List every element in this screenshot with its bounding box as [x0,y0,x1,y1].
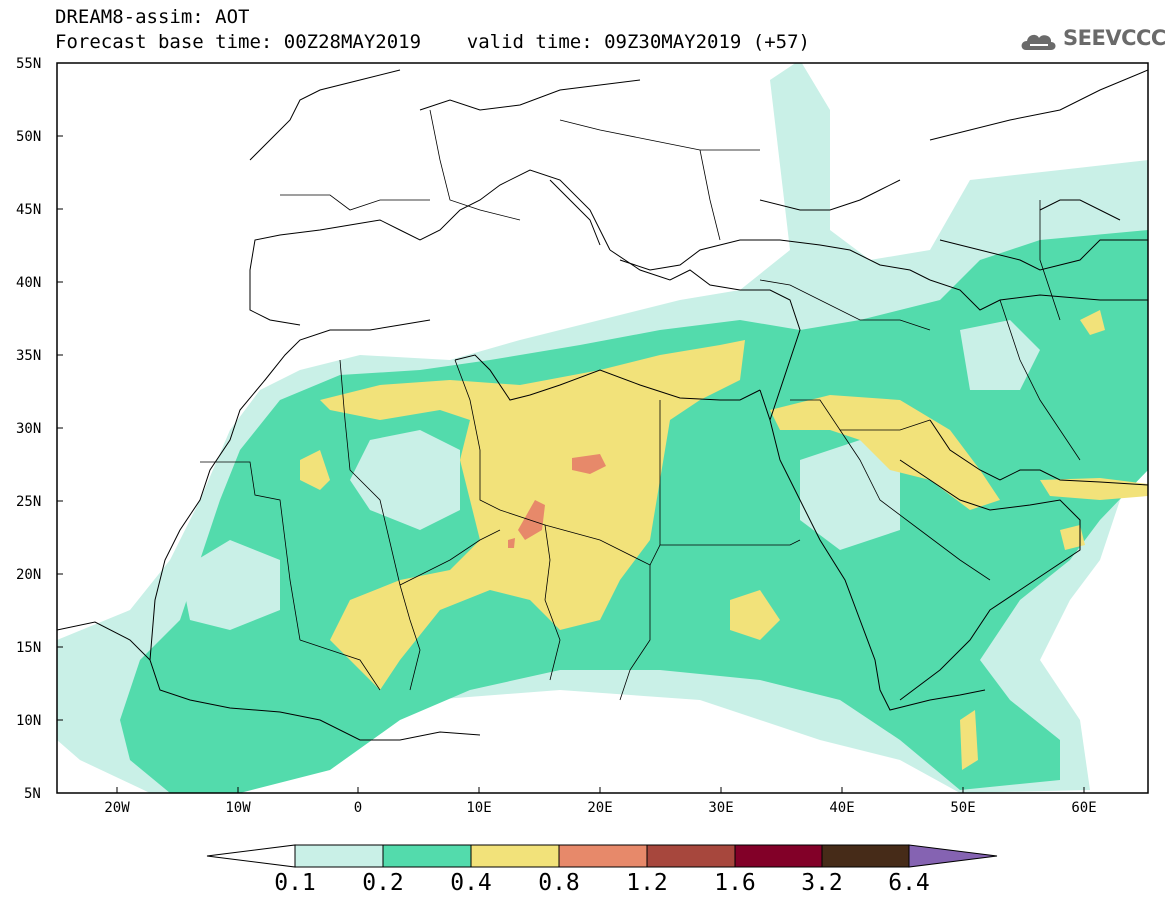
lat-label: 10N [16,713,41,729]
lat-label: 30N [16,421,41,437]
colorbar-tick-label: 1.6 [714,870,756,896]
aot-hole-4 [960,320,1040,390]
lat-label: 40N [16,275,41,291]
lat-label: 20N [16,567,41,583]
colorbar-swatch-6 [821,844,910,868]
lon-label: 30E [708,800,733,816]
lon-label: 40E [829,800,854,816]
map-title: DREAM8-assim: AOT [55,6,250,28]
aot-peak-3 [508,538,515,548]
lon-label: 0 [354,800,362,816]
lat-label: 50N [16,129,41,145]
aot-band-high-7 [960,710,978,770]
lat-label: 5N [24,786,41,802]
aot-peak-1 [572,454,606,474]
colorbar-swatch-5 [734,844,823,868]
colorbar-tick-label: 0.2 [362,870,404,896]
colorbar-tick-label: 3.2 [801,870,843,896]
lat-label: 45N [16,202,41,218]
lon-label: 50E [950,800,975,816]
aot-hole-3 [800,440,900,550]
lat-label: 35N [16,348,41,364]
colorbar-swatch-0 [294,844,384,868]
aot-hole-1 [350,430,460,530]
colorbar-swatch-2 [470,844,560,868]
aot-contours [57,63,1148,793]
aot-band-high-8 [1060,525,1085,550]
colorbar [206,844,998,868]
aot-band-high-5 [300,450,330,490]
map-subtitle: Forecast base time: 00Z28MAY2019 valid t… [55,31,810,53]
axis-ticks [57,62,1085,794]
colorbar-swatch-4 [646,844,736,868]
colorbar-tick-label: 0.1 [274,870,316,896]
cloud-logo-icon [1021,34,1056,50]
colorbar-tick-label: 6.4 [888,870,930,896]
coastlines [57,69,1148,741]
logo-text: SEEVCCC [1063,26,1165,50]
lon-label: 20W [104,800,130,816]
lat-label: 25N [16,494,41,510]
aot-peak-2 [518,500,545,540]
colorbar-tick-label: 0.4 [450,870,492,896]
latitude-labels: 55N 50N 45N 40N 35N 30N 25N 20N 15N 10N … [16,56,41,802]
colorbar-tick-label: 1.2 [626,870,668,896]
lat-label: 15N [16,640,41,656]
aot-hole-2 [180,540,280,630]
country-borders [200,109,1081,701]
colorbar-under-arrow [206,844,296,868]
lon-label: 10W [225,800,251,816]
colorbar-swatch-1 [382,844,472,868]
lon-label: 60E [1071,800,1096,816]
aot-band-high-6 [1080,310,1105,335]
aot-band-high-2 [770,395,1000,510]
longitude-labels: 20W 10W 0 10E 20E 30E 40E 50E 60E [104,800,1096,816]
colorbar-tick-label: 0.8 [538,870,580,896]
colorbar-over-arrow [908,844,998,868]
lat-label: 55N [16,56,41,72]
aot-band-high-3 [730,590,780,640]
colorbar-swatch-3 [558,844,648,868]
lon-label: 10E [466,800,491,816]
lon-label: 20E [587,800,612,816]
